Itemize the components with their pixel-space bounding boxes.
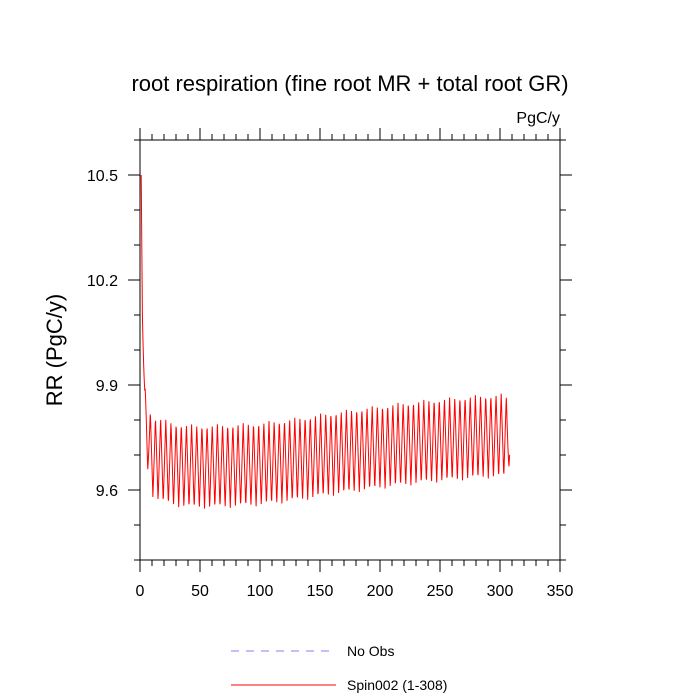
y-tick-label: 10.2 bbox=[87, 273, 118, 290]
x-tick-label: 50 bbox=[191, 583, 209, 600]
y-tick-label: 9.9 bbox=[96, 378, 118, 395]
chart-title: root respiration (fine root MR + total r… bbox=[131, 71, 568, 96]
x-tick-label: 300 bbox=[487, 583, 514, 600]
y-tick-label: 9.6 bbox=[96, 483, 118, 500]
legend: No Obs Spin002 (1-308) bbox=[231, 643, 447, 693]
legend-spin002-label: Spin002 (1-308) bbox=[347, 677, 447, 693]
y-tick-label: 10.5 bbox=[87, 168, 118, 185]
x-tick-label: 100 bbox=[247, 583, 274, 600]
units-label: PgC/y bbox=[516, 110, 560, 127]
x-tick-label: 350 bbox=[547, 583, 574, 600]
x-tick-label: 0 bbox=[136, 583, 145, 600]
plot-area: 0 50 100 150 200 250 300 350 9.6 9.9 10.2 10.5 bbox=[87, 128, 574, 600]
x-tick-label: 150 bbox=[307, 583, 334, 600]
legend-no-obs-label: No Obs bbox=[347, 643, 394, 659]
x-tick-label: 200 bbox=[367, 583, 394, 600]
x-tick-label: 250 bbox=[427, 583, 454, 600]
plot-frame bbox=[139, 139, 561, 561]
series-line-spin002 bbox=[140, 174, 511, 509]
y-axis-label: RR (PgC/y) bbox=[42, 294, 67, 406]
